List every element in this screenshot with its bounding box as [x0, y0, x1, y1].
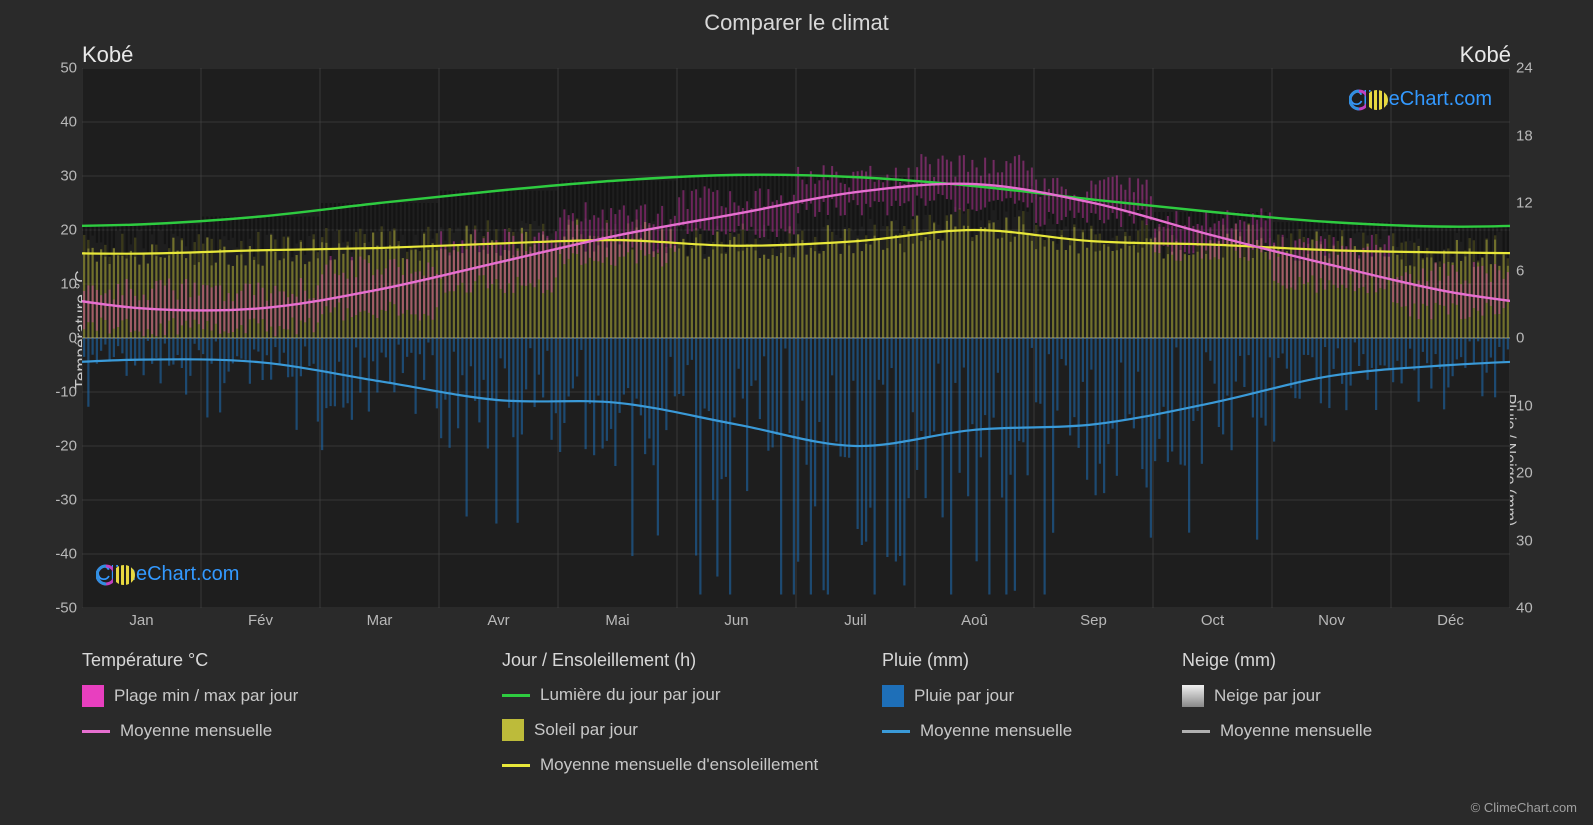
legend-heading: Température °C [82, 650, 298, 671]
legend-line [82, 730, 110, 733]
legend-line [502, 764, 530, 767]
legend-label: Lumière du jour par jour [540, 685, 720, 705]
y-left-tick: 20 [60, 222, 77, 239]
watermark-bottom: ClimeChart.com [96, 563, 239, 586]
legend-line [502, 694, 530, 697]
legend-swatch [1182, 685, 1204, 707]
plot-area: ClimeChart.com ClimeChart.com [82, 68, 1510, 608]
y-left-tick: 40 [60, 114, 77, 131]
legend-item: Lumière du jour par jour [502, 685, 818, 705]
x-tick: Jun [724, 612, 748, 629]
y-left-tick: -20 [55, 438, 77, 455]
watermark-top: ClimeChart.com [1349, 88, 1492, 111]
y-left-tick: -40 [55, 546, 77, 563]
legend-heading: Neige (mm) [1182, 650, 1372, 671]
y-left-tick: 30 [60, 168, 77, 185]
x-tick: Aoû [961, 612, 988, 629]
legend-label: Moyenne mensuelle [920, 721, 1072, 741]
legend-item: Moyenne mensuelle [882, 721, 1072, 741]
chart-title: Comparer le climat [0, 10, 1593, 36]
y-left-tick: -10 [55, 384, 77, 401]
legend-item: Moyenne mensuelle d'ensoleillement [502, 755, 818, 775]
legend-swatch [882, 685, 904, 707]
y-right-top-tick: 18 [1516, 127, 1533, 144]
logo-icon [1349, 88, 1391, 112]
y-left-tick: 0 [69, 330, 77, 347]
legend-item: Soleil par jour [502, 719, 818, 741]
legend-heading: Jour / Ensoleillement (h) [502, 650, 818, 671]
city-label-left: Kobé [82, 42, 133, 68]
legend-label: Plage min / max par jour [114, 686, 298, 706]
y-left-tick: -50 [55, 600, 77, 617]
y-left-tick: -30 [55, 492, 77, 509]
x-tick: Fév [248, 612, 273, 629]
legend-label: Moyenne mensuelle [1220, 721, 1372, 741]
y-right-top-tick: 6 [1516, 262, 1524, 279]
legend-item: Neige par jour [1182, 685, 1372, 707]
legend-line [1182, 730, 1210, 733]
city-label-right: Kobé [1460, 42, 1511, 68]
legend-swatch [82, 685, 104, 707]
y-right-bottom-tick: 10 [1516, 397, 1533, 414]
x-tick: Mar [367, 612, 393, 629]
logo-icon [96, 563, 138, 587]
x-tick: Mai [605, 612, 629, 629]
x-tick: Avr [487, 612, 509, 629]
legend-swatch [502, 719, 524, 741]
y-right-top-tick: 12 [1516, 195, 1533, 212]
x-tick: Jan [129, 612, 153, 629]
y-left-tick: 50 [60, 60, 77, 77]
legend-item: Moyenne mensuelle [82, 721, 298, 741]
y-right-bottom-tick: 20 [1516, 465, 1533, 482]
legend-line [882, 730, 910, 733]
y-left-tick: 10 [60, 276, 77, 293]
legend-label: Moyenne mensuelle d'ensoleillement [540, 755, 818, 775]
legend-label: Pluie par jour [914, 686, 1014, 706]
legend-heading: Pluie (mm) [882, 650, 1072, 671]
y-right-bottom-tick: 40 [1516, 600, 1533, 617]
legend-label: Moyenne mensuelle [120, 721, 272, 741]
legend-item: Plage min / max par jour [82, 685, 298, 707]
y-right-bottom-tick: 30 [1516, 532, 1533, 549]
legend-column: Température °C Plage min / max par jour Mo… [82, 650, 298, 741]
credit-text: © ClimeChart.com [1471, 800, 1577, 815]
x-tick: Juil [844, 612, 867, 629]
legend-label: Soleil par jour [534, 720, 638, 740]
legend-column: Pluie (mm) Pluie par jour Moyenne mensuell… [882, 650, 1072, 741]
legend-label: Neige par jour [1214, 686, 1321, 706]
x-tick: Oct [1201, 612, 1224, 629]
y-right-top-tick: 24 [1516, 60, 1533, 77]
y-right-top-tick: 0 [1516, 330, 1524, 347]
legend-column: Jour / Ensoleillement (h) Lumière du jour… [502, 650, 818, 775]
legend-item: Pluie par jour [882, 685, 1072, 707]
chart-container: Comparer le climat Kobé Kobé Température… [0, 0, 1593, 825]
x-tick: Déc [1437, 612, 1464, 629]
x-tick: Sep [1080, 612, 1107, 629]
legend-column: Neige (mm) Neige par jour Moyenne mensuell… [1182, 650, 1372, 741]
legend-item: Moyenne mensuelle [1182, 721, 1372, 741]
x-tick: Nov [1318, 612, 1345, 629]
plot-svg [82, 68, 1510, 608]
